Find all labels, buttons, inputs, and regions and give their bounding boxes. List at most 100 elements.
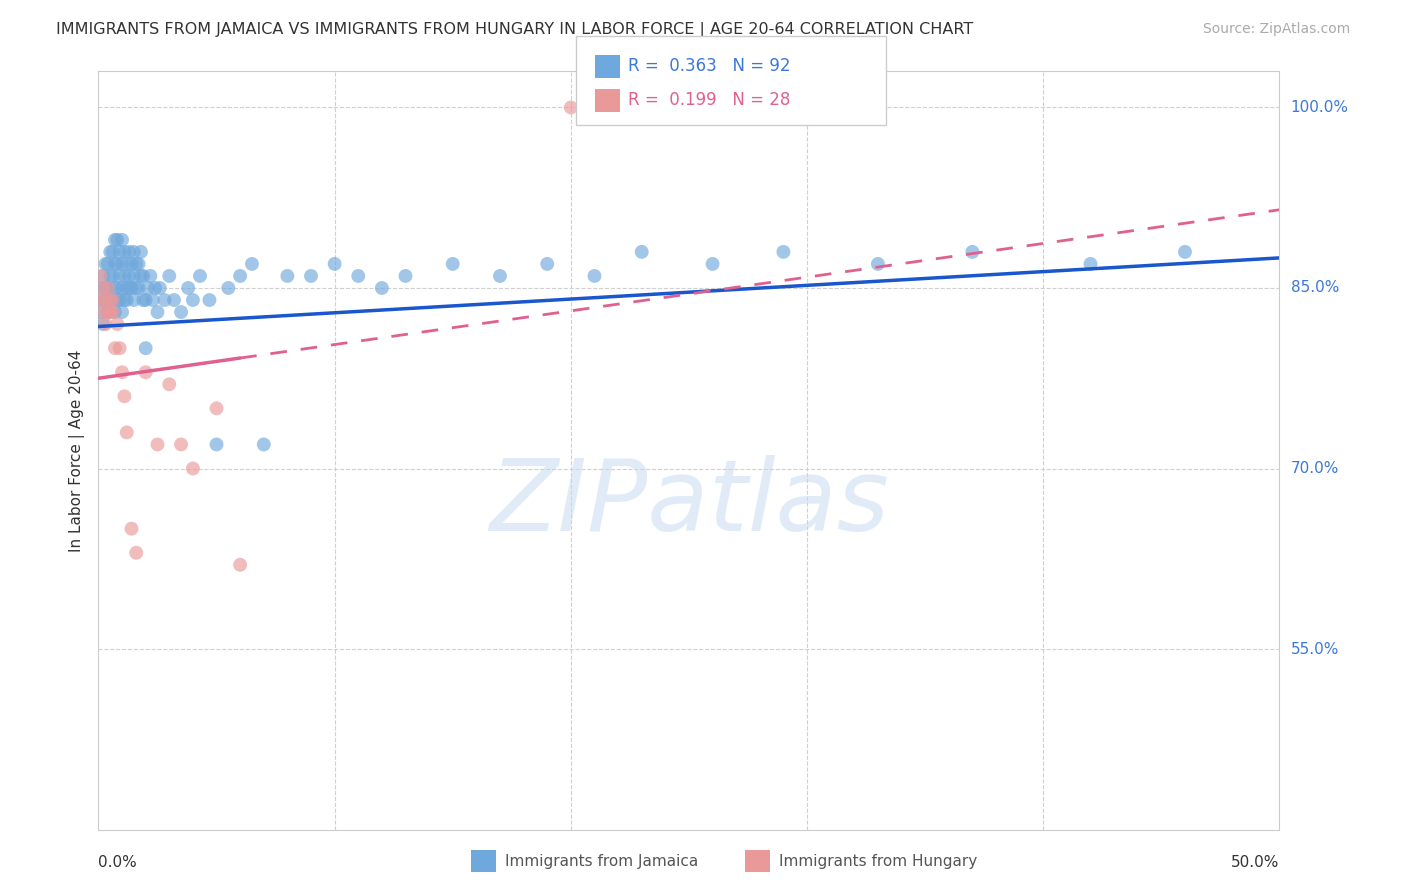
Point (105, 281, 128, 295)
Point (122, 244, 145, 259)
Text: IMMIGRANTS FROM JAMAICA VS IMMIGRANTS FROM HUNGARY IN LABOR FORCE | AGE 20-64 CO: IMMIGRANTS FROM JAMAICA VS IMMIGRANTS FR… (56, 22, 973, 38)
Point (630, 244, 652, 259)
Text: 0.0%: 0.0% (98, 855, 138, 870)
Point (97, 305, 120, 319)
Point (98, 244, 121, 259)
Point (105, 257, 128, 271)
Point (122, 268, 145, 283)
Point (97, 305, 120, 319)
Point (121, 257, 143, 271)
Point (118, 268, 141, 283)
Point (90, 293, 112, 307)
Point (104, 233, 127, 247)
Point (101, 268, 124, 283)
Point (170, 305, 193, 319)
Point (122, 293, 145, 307)
Point (866, 257, 889, 271)
Point (108, 244, 131, 259)
Point (583, 268, 606, 283)
Point (129, 244, 152, 259)
Point (205, 401, 228, 416)
Point (97, 281, 120, 295)
Point (118, 244, 141, 259)
Point (111, 257, 134, 271)
Point (105, 233, 128, 247)
Text: 50.0%: 50.0% (1232, 855, 1279, 870)
Point (276, 268, 298, 283)
Point (240, 257, 263, 271)
Point (105, 293, 128, 307)
Point (94, 317, 117, 331)
Point (198, 293, 221, 307)
Point (125, 281, 148, 295)
Point (560, 100, 582, 114)
Point (441, 257, 464, 271)
Point (104, 341, 127, 355)
Point (132, 268, 155, 283)
Point (108, 341, 131, 355)
Point (371, 281, 394, 295)
Point (146, 437, 169, 451)
Point (962, 244, 984, 259)
Point (135, 365, 157, 379)
Text: Source: ZipAtlas.com: Source: ZipAtlas.com (1202, 22, 1350, 37)
Point (112, 244, 135, 259)
Point (146, 305, 169, 319)
Point (347, 268, 370, 283)
Point (101, 293, 124, 307)
Point (108, 268, 131, 283)
Point (132, 293, 155, 307)
Point (108, 293, 131, 307)
Point (112, 389, 135, 403)
Point (229, 558, 252, 572)
Point (1080, 257, 1102, 271)
Point (91, 317, 114, 331)
Point (128, 281, 150, 295)
Point (157, 377, 180, 392)
Point (121, 522, 143, 536)
Point (91, 293, 114, 307)
Point (94, 293, 117, 307)
Point (129, 268, 152, 283)
Point (94, 281, 117, 295)
Point (97, 281, 120, 295)
Point (115, 257, 138, 271)
Point (104, 281, 127, 295)
Point (139, 268, 162, 283)
Text: Immigrants from Hungary: Immigrants from Hungary (779, 854, 977, 869)
Point (104, 257, 127, 271)
Point (177, 281, 200, 295)
Point (115, 425, 138, 440)
Point (112, 268, 135, 283)
Point (97, 257, 120, 271)
Point (90, 281, 112, 295)
Point (111, 365, 134, 379)
Point (217, 281, 239, 295)
Point (153, 293, 176, 307)
Point (111, 281, 134, 295)
Point (772, 244, 794, 259)
Point (157, 268, 180, 283)
Point (135, 293, 157, 307)
Text: 100.0%: 100.0% (1291, 100, 1348, 115)
Point (90, 305, 112, 319)
Text: 70.0%: 70.0% (1291, 461, 1339, 476)
Point (125, 546, 148, 560)
Point (702, 257, 724, 271)
Text: R =  0.199   N = 28: R = 0.199 N = 28 (628, 91, 790, 110)
Point (149, 281, 172, 295)
Point (394, 268, 416, 283)
Point (101, 244, 124, 259)
Point (188, 268, 211, 283)
Text: 85.0%: 85.0% (1291, 280, 1339, 295)
Point (181, 293, 204, 307)
Point (98, 305, 121, 319)
Point (118, 281, 141, 295)
Point (136, 281, 159, 295)
Point (90, 268, 112, 283)
Point (115, 293, 138, 307)
Point (1174, 244, 1197, 259)
Point (94, 293, 117, 307)
Point (253, 437, 276, 451)
Point (115, 281, 138, 295)
